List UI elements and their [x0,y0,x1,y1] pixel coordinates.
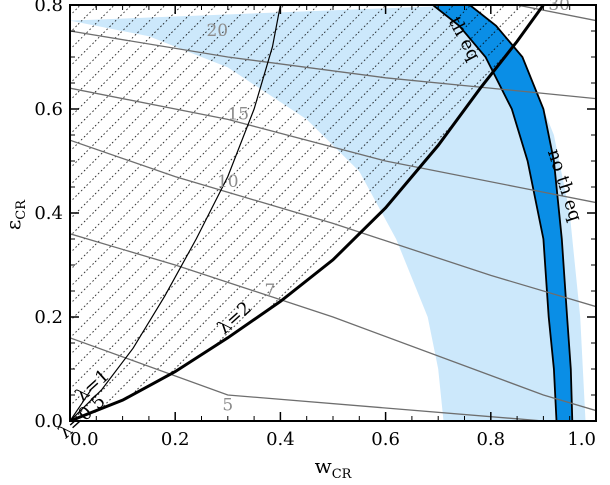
x-tick-label: 0.0 [70,429,99,450]
contour-line-7 [70,233,596,412]
curve-3 [70,389,92,421]
contour-line-5 [70,337,544,421]
y-tick-label: 0.2 [34,307,63,328]
y-tick-label: 0.4 [34,203,63,224]
contour-line-10 [70,139,596,308]
contour-label-15: 15 [227,104,249,124]
x-tick-label: 0.4 [266,429,295,450]
contour-line-15 [70,87,596,204]
plot-area [70,5,596,421]
lambda-curves [70,5,545,421]
x-tick-label: 1.0 [567,429,596,450]
contour-labels: 5 7 10 15 20 3035 [206,0,575,416]
contour-label-30: 30 [548,0,570,15]
hatched-region [70,5,544,421]
contour-line-20 [70,30,596,100]
curve-1 [70,5,545,421]
y-tick-label: 0.0 [34,411,63,432]
dark-blue-band [432,5,573,421]
contour-label-5: 5 [222,396,233,416]
curve-2 [70,5,281,421]
x-axis-title: wCR [315,454,353,482]
x-tick-label: 0.8 [476,429,505,450]
x-tick-label: 0.6 [371,429,400,450]
contour-lines [70,5,596,421]
x-axis-ticks: 0.0 0.2 0.4 0.6 0.8 1.0 [69,5,597,450]
contour-label-7: 7 [264,281,275,301]
contour-label-10: 10 [217,172,239,192]
contour-label-35: 35 [554,0,576,2]
contour-label-20: 20 [206,21,228,41]
y-tick-label: 0.8 [34,0,63,16]
y-tick-label: 0.6 [34,99,63,120]
y-axis-title: εCR [1,199,29,230]
y-axis-ticks: 0.0 0.2 0.4 0.6 0.8 [34,0,596,432]
contour-line-30 [513,5,596,22]
x-tick-label: 0.2 [161,429,190,450]
